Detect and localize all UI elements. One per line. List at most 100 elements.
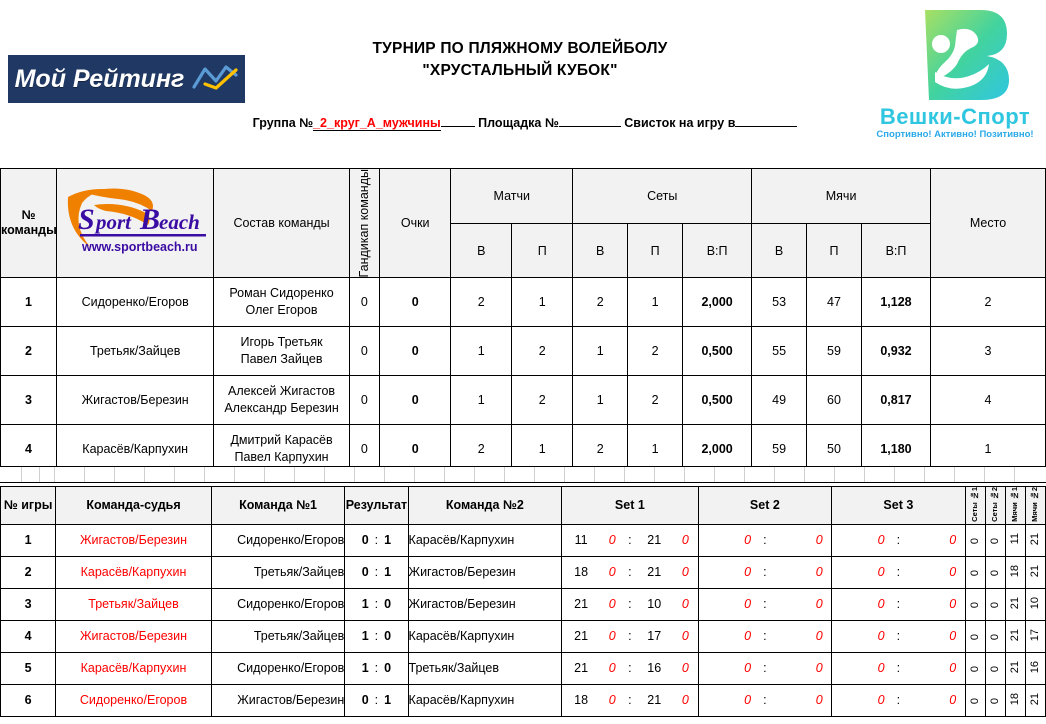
cell-balls-team2: 16 bbox=[1024, 651, 1046, 685]
cell-balls-l: 47 bbox=[806, 277, 862, 328]
th-game-no: № игры bbox=[0, 486, 57, 525]
court-value[interactable] bbox=[558, 126, 621, 127]
veshki-sport-slogan: Спортивно! Активно! Позитивно! bbox=[876, 129, 1034, 140]
cell-set1[interactable]: 21 0 : 16 0 bbox=[561, 651, 699, 685]
group-value[interactable]: _2_круг_А_мужчины bbox=[313, 116, 441, 131]
table-row[interactable]: 3 Жигастов/Березин Алексей Жигастов Алек… bbox=[0, 375, 1046, 426]
standings-table: № команды S port B each www. bbox=[0, 167, 1046, 475]
cell-set1[interactable]: 11 0 : 21 0 bbox=[561, 523, 699, 557]
cell-game-no: 1 bbox=[0, 523, 57, 557]
cell-balls-team2: 21 bbox=[1024, 683, 1046, 717]
cell-matches-l: 2 bbox=[511, 375, 574, 426]
th-balls-l: П bbox=[806, 222, 862, 279]
cell-set1[interactable]: 18 0 : 21 0 bbox=[561, 683, 699, 717]
cell-team1: Жигастов/Березин bbox=[210, 683, 346, 717]
cell-balls-team2: 17 bbox=[1024, 619, 1046, 653]
cell-sets-team2: 0 bbox=[984, 555, 1006, 589]
cell-result[interactable]: 1:0 bbox=[344, 651, 409, 685]
cell-set3[interactable]: 0 : 0 bbox=[831, 651, 966, 685]
cell-game-no: 2 bbox=[0, 555, 57, 589]
cell-team1: Третьяк/Зайцев bbox=[210, 555, 346, 589]
whistle-value[interactable] bbox=[735, 126, 798, 127]
cell-team2: Карасёв/Карпухин bbox=[407, 523, 563, 557]
cell-sets-team2: 0 bbox=[984, 619, 1006, 653]
cell-roster: Роман Сидоренко Олег Егоров bbox=[213, 277, 350, 328]
cell-balls-ratio: 0,932 bbox=[860, 326, 932, 377]
cell-balls-w: 55 bbox=[751, 326, 808, 377]
standings-body: 1 Сидоренко/Егоров Роман Сидоренко Олег … bbox=[0, 277, 1046, 475]
cell-sets-team1: 0 bbox=[964, 651, 986, 685]
cell-set3[interactable]: 0 : 0 bbox=[831, 683, 966, 717]
cell-set2[interactable]: 0 : 0 bbox=[697, 587, 833, 621]
th-judge: Команда-судья bbox=[55, 486, 212, 525]
cell-sets-team2: 0 bbox=[984, 651, 1006, 685]
cell-result[interactable]: 0:1 bbox=[344, 683, 409, 717]
cell-team-no: 2 bbox=[0, 326, 57, 377]
cell-sets-team1: 0 bbox=[964, 587, 986, 621]
cell-matches-w: 1 bbox=[450, 375, 513, 426]
cell-result[interactable]: 0:1 bbox=[344, 523, 409, 557]
table-row[interactable]: 5 Карасёв/Карпухин Сидоренко/Егоров 1:0 … bbox=[0, 651, 1046, 685]
cell-sets-team1: 0 bbox=[964, 619, 986, 653]
cell-team-no: 1 bbox=[0, 277, 57, 328]
cell-team2: Карасёв/Карпухин bbox=[407, 619, 563, 653]
cell-set3[interactable]: 0 : 0 bbox=[831, 523, 966, 557]
cell-balls-w: 53 bbox=[751, 277, 808, 328]
table-row[interactable]: 1 Сидоренко/Егоров Роман Сидоренко Олег … bbox=[0, 277, 1046, 328]
cell-game-no: 4 bbox=[0, 619, 57, 653]
cell-sets-l: 2 bbox=[627, 375, 684, 426]
cell-balls-team2: 21 bbox=[1024, 555, 1046, 589]
cell-game-no: 5 bbox=[0, 651, 57, 685]
cell-sets-team1: 0 bbox=[964, 523, 986, 557]
cell-set2[interactable]: 0 : 0 bbox=[697, 555, 833, 589]
cell-game-no: 6 bbox=[0, 683, 57, 717]
cell-result[interactable]: 1:0 bbox=[344, 587, 409, 621]
meta-row: Группа №_2_круг_А_мужчины Площадка № Сви… bbox=[240, 116, 810, 131]
cell-set1[interactable]: 21 0 : 17 0 bbox=[561, 619, 699, 653]
cell-set2[interactable]: 0 : 0 bbox=[697, 523, 833, 557]
cell-result[interactable]: 1:0 bbox=[344, 619, 409, 653]
cell-set1[interactable]: 18 0 : 21 0 bbox=[561, 555, 699, 589]
table-row[interactable]: 2 Третьяк/Зайцев Игорь Третьяк Павел Зай… bbox=[0, 326, 1046, 377]
cell-set3[interactable]: 0 : 0 bbox=[831, 587, 966, 621]
cell-result[interactable]: 0:1 bbox=[344, 555, 409, 589]
court-label: Площадка № bbox=[478, 116, 559, 130]
table-row[interactable]: 6 Сидоренко/Егоров Жигастов/Березин 0:1 … bbox=[0, 683, 1046, 717]
cell-set1[interactable]: 21 0 : 10 0 bbox=[561, 587, 699, 621]
cell-set3[interactable]: 0 : 0 bbox=[831, 619, 966, 653]
cell-set3[interactable]: 0 : 0 bbox=[831, 555, 966, 589]
cell-set2[interactable]: 0 : 0 bbox=[697, 683, 833, 717]
cell-balls-team1: 18 bbox=[1004, 555, 1026, 589]
cell-handicap[interactable]: 0 bbox=[348, 277, 381, 328]
cell-sets-l: 1 bbox=[627, 277, 684, 328]
cell-matches-w: 1 bbox=[450, 326, 513, 377]
veshki-sport-mark-icon bbox=[870, 4, 1040, 104]
cell-sets-w: 1 bbox=[572, 326, 629, 377]
cell-matches-l: 2 bbox=[511, 326, 574, 377]
table-row[interactable]: 1 Жигастов/Березин Сидоренко/Егоров 0:1 … bbox=[0, 523, 1046, 557]
chart-line-icon bbox=[192, 63, 238, 96]
cell-team2: Жигастов/Березин bbox=[407, 587, 563, 621]
games-body: 1 Жигастов/Березин Сидоренко/Егоров 0:1 … bbox=[0, 523, 1046, 717]
th-set1: Set 1 bbox=[561, 486, 699, 525]
th-sets-team1: Сеты №1 bbox=[964, 486, 986, 525]
cell-set2[interactable]: 0 : 0 bbox=[697, 651, 833, 685]
cell-roster: Игорь Третьяк Павел Зайцев bbox=[213, 326, 350, 377]
table-row[interactable]: 4 Жигастов/Березин Третьяк/Зайцев 1:0 Ка… bbox=[0, 619, 1046, 653]
group-blank[interactable] bbox=[440, 126, 475, 127]
th-matches-w: В bbox=[450, 222, 513, 279]
cell-handicap[interactable]: 0 bbox=[348, 326, 381, 377]
cell-sets-w: 2 bbox=[572, 277, 629, 328]
cell-set2[interactable]: 0 : 0 bbox=[697, 619, 833, 653]
th-balls: Мячи bbox=[751, 168, 932, 224]
table-row[interactable]: 3 Третьяк/Зайцев Сидоренко/Егоров 1:0 Жи… bbox=[0, 587, 1046, 621]
cell-handicap[interactable]: 0 bbox=[348, 375, 381, 426]
cell-balls-team1: 11 bbox=[1004, 523, 1026, 557]
cell-team1: Сидоренко/Егоров bbox=[210, 587, 346, 621]
title-line-1: ТУРНИР ПО ПЛЯЖНОМУ ВОЛЕЙБОЛУ bbox=[372, 40, 668, 57]
th-matches: Матчи bbox=[450, 168, 574, 224]
th-handicap: Гандикап команды bbox=[348, 167, 381, 279]
table-row[interactable]: 2 Карасёв/Карпухин Третьяк/Зайцев 0:1 Жи… bbox=[0, 555, 1046, 589]
th-roster: Состав команды bbox=[213, 167, 350, 279]
